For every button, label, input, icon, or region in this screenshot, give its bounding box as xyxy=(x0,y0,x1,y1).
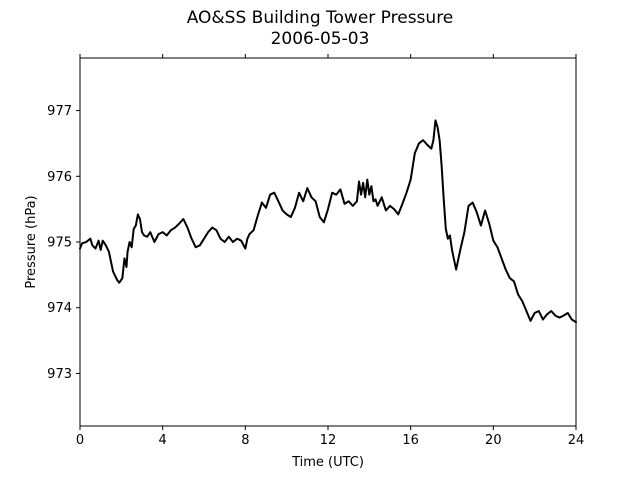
x-tick-label: 8 xyxy=(241,433,249,448)
axis-ticks: 0 4 8 12 16 20 24 973 974 975 976 977 xyxy=(47,54,584,448)
pressure-series-line xyxy=(79,119,577,324)
x-tick-label: 12 xyxy=(320,433,337,448)
y-axis-label: Pressure (hPa) xyxy=(24,195,39,288)
x-tick-label: 4 xyxy=(159,433,167,448)
x-tick-label: 20 xyxy=(485,433,502,448)
y-tick-label: 973 xyxy=(47,367,72,382)
y-tick-label: 976 xyxy=(47,170,72,185)
plot-frame xyxy=(79,57,577,427)
chart-subtitle: 2006-05-03 xyxy=(270,29,370,49)
x-tick-label: 0 xyxy=(76,433,84,448)
chart-title: AO&SS Building Tower Pressure xyxy=(186,8,454,28)
plot-marks xyxy=(79,119,577,324)
x-axis-label: Time (UTC) xyxy=(291,455,364,470)
x-tick-label: 16 xyxy=(402,433,419,448)
y-tick-label: 975 xyxy=(47,236,72,251)
y-tick-label: 974 xyxy=(47,301,72,316)
y-tick-label: 977 xyxy=(47,104,72,119)
x-tick-label: 24 xyxy=(568,433,585,448)
